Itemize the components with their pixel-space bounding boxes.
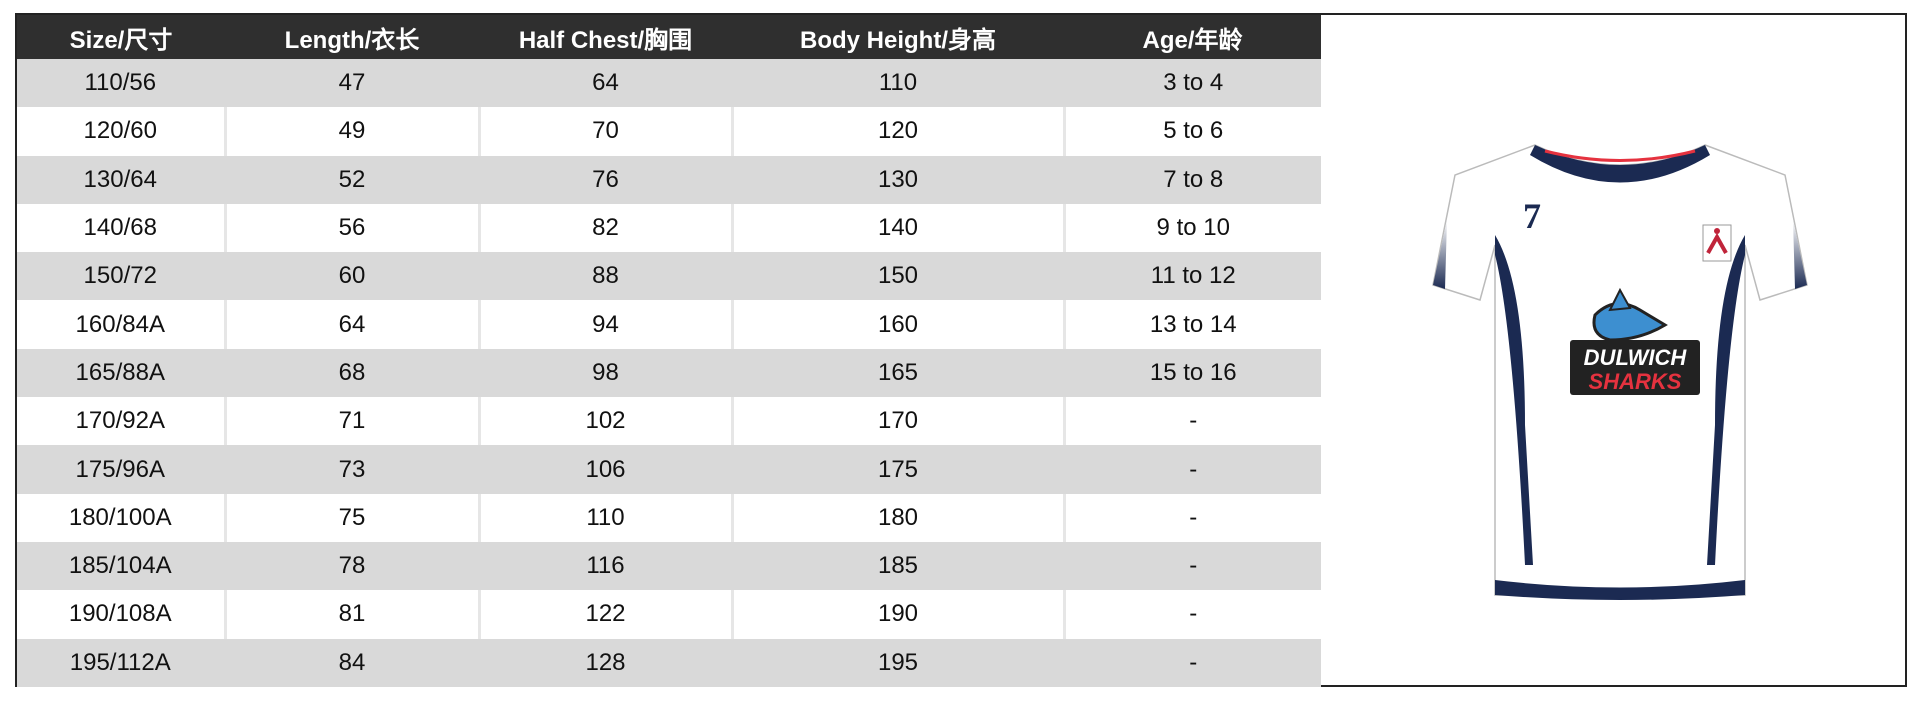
table-cell: 140/68 (17, 203, 225, 253)
table-cell: 68 (223, 348, 479, 398)
table-cell: 120 (730, 107, 1064, 156)
table-cell: 128 (477, 638, 732, 687)
table-row: 185/104A 78 116 185- (17, 541, 1321, 591)
table-cell: 7 to 8 (1062, 155, 1321, 204)
column-header: Body Height/身高 (732, 15, 1064, 59)
table-cell: 5 to 6 (1062, 107, 1321, 156)
table-cell: 47 (223, 59, 479, 108)
table-cell: 9 to 10 (1062, 203, 1321, 253)
column-header: Length/衣长 (225, 15, 479, 59)
table-cell: - (1062, 493, 1321, 542)
table-cell: 3 to 4 (1062, 59, 1321, 108)
table-cell: 13 to 14 (1062, 300, 1321, 349)
table-row: 190/108A 81 122 190- (17, 590, 1321, 639)
table-cell: 94 (477, 300, 732, 349)
table-cell: 165/88A (17, 348, 225, 398)
table-row: 175/96A 73 106 175- (17, 445, 1321, 494)
table-row: 130/64 52 76 130 7 to 8 (17, 155, 1321, 204)
table-cell: 110/56 (17, 59, 225, 108)
table-cell: 84 (223, 638, 479, 687)
table-cell: 185 (730, 541, 1064, 591)
table-cell: 150/72 (17, 252, 225, 301)
table-cell: - (1062, 638, 1321, 687)
table-cell: 130 (730, 155, 1064, 204)
table-cell: - (1062, 445, 1321, 494)
column-header: Size/尺寸 (17, 15, 225, 59)
table-row: 170/92A 71 102 170- (17, 397, 1321, 446)
table-cell: 170/92A (17, 397, 225, 446)
table-cell: 120/60 (17, 107, 225, 156)
table-cell: 175/96A (17, 445, 225, 494)
table-cell: 81 (223, 590, 479, 639)
table-cell: 190 (730, 590, 1064, 639)
table-cell: 150 (730, 252, 1064, 301)
column-header: Age/年龄 (1064, 15, 1321, 59)
table-cell: 140 (730, 203, 1064, 253)
table-cell: 64 (477, 59, 732, 108)
sharks-logo: DULWICH SHARKS (1570, 287, 1700, 395)
table-cell: 76 (477, 155, 732, 204)
table-cell: 70 (477, 107, 732, 156)
table-header-row: Size/尺寸 Length/衣长 Half Chest/胸围 Body Height… (17, 15, 1321, 59)
logo-line2: SHARKS (1589, 369, 1682, 394)
table-cell: 82 (477, 203, 732, 253)
table-row: 195/112A 84 128 195- (17, 638, 1321, 687)
table-cell: 75 (223, 493, 479, 542)
table-cell: 110 (730, 59, 1064, 108)
table-cell: 15 to 16 (1062, 348, 1321, 398)
table-cell: 56 (223, 203, 479, 253)
table-row: 140/68 56 82 140 9 to 10 (17, 203, 1321, 253)
table-cell: 160 (730, 300, 1064, 349)
table-cell: 195/112A (17, 638, 225, 687)
table-cell: 88 (477, 252, 732, 301)
jersey-number: 7 (1523, 196, 1541, 236)
table-cell: 102 (477, 397, 732, 446)
table-cell: 130/64 (17, 155, 225, 204)
table-row: 165/88A 68 98 165 15 to 16 (17, 348, 1321, 398)
table-cell: 165 (730, 348, 1064, 398)
table-cell: 11 to 12 (1062, 252, 1321, 301)
table-row: 150/72 60 88 150 11 to 12 (17, 252, 1321, 301)
table-cell: - (1062, 397, 1321, 446)
table-cell: 116 (477, 541, 732, 591)
table-cell: - (1062, 590, 1321, 639)
table-cell: 73 (223, 445, 479, 494)
table-cell: 60 (223, 252, 479, 301)
table-cell: 98 (477, 348, 732, 398)
table-cell: 78 (223, 541, 479, 591)
table-row: 120/60 49 70 120 5 to 6 (17, 107, 1321, 156)
table-cell: 195 (730, 638, 1064, 687)
logo-line1: DULWICH (1584, 345, 1688, 370)
table-cell: 110 (477, 493, 732, 542)
table-cell: 160/84A (17, 300, 225, 349)
table-cell: 122 (477, 590, 732, 639)
table-cell: 185/104A (17, 541, 225, 591)
jersey-image: 7 DULWICH SHARKS (1432, 144, 1808, 600)
table-cell: 106 (477, 445, 732, 494)
table-row: 160/84A 64 94 160 13 to 14 (17, 300, 1321, 349)
size-chart-table: Size/尺寸 Length/衣长 Half Chest/胸围 Body Height… (17, 15, 1321, 687)
table-cell: 175 (730, 445, 1064, 494)
crest-icon (1702, 224, 1732, 262)
table-cell: 49 (223, 107, 479, 156)
table-cell: 71 (223, 397, 479, 446)
table-cell: 180/100A (17, 493, 225, 542)
table-cell: 170 (730, 397, 1064, 446)
column-header: Half Chest/胸围 (479, 15, 732, 59)
table-row: 180/100A 75 110 180- (17, 493, 1321, 542)
table-cell: - (1062, 541, 1321, 591)
table-cell: 52 (223, 155, 479, 204)
table-cell: 64 (223, 300, 479, 349)
table-row: 110/56 47 64 110 3 to 4 (17, 59, 1321, 108)
table-cell: 180 (730, 493, 1064, 542)
table-cell: 190/108A (17, 590, 225, 639)
